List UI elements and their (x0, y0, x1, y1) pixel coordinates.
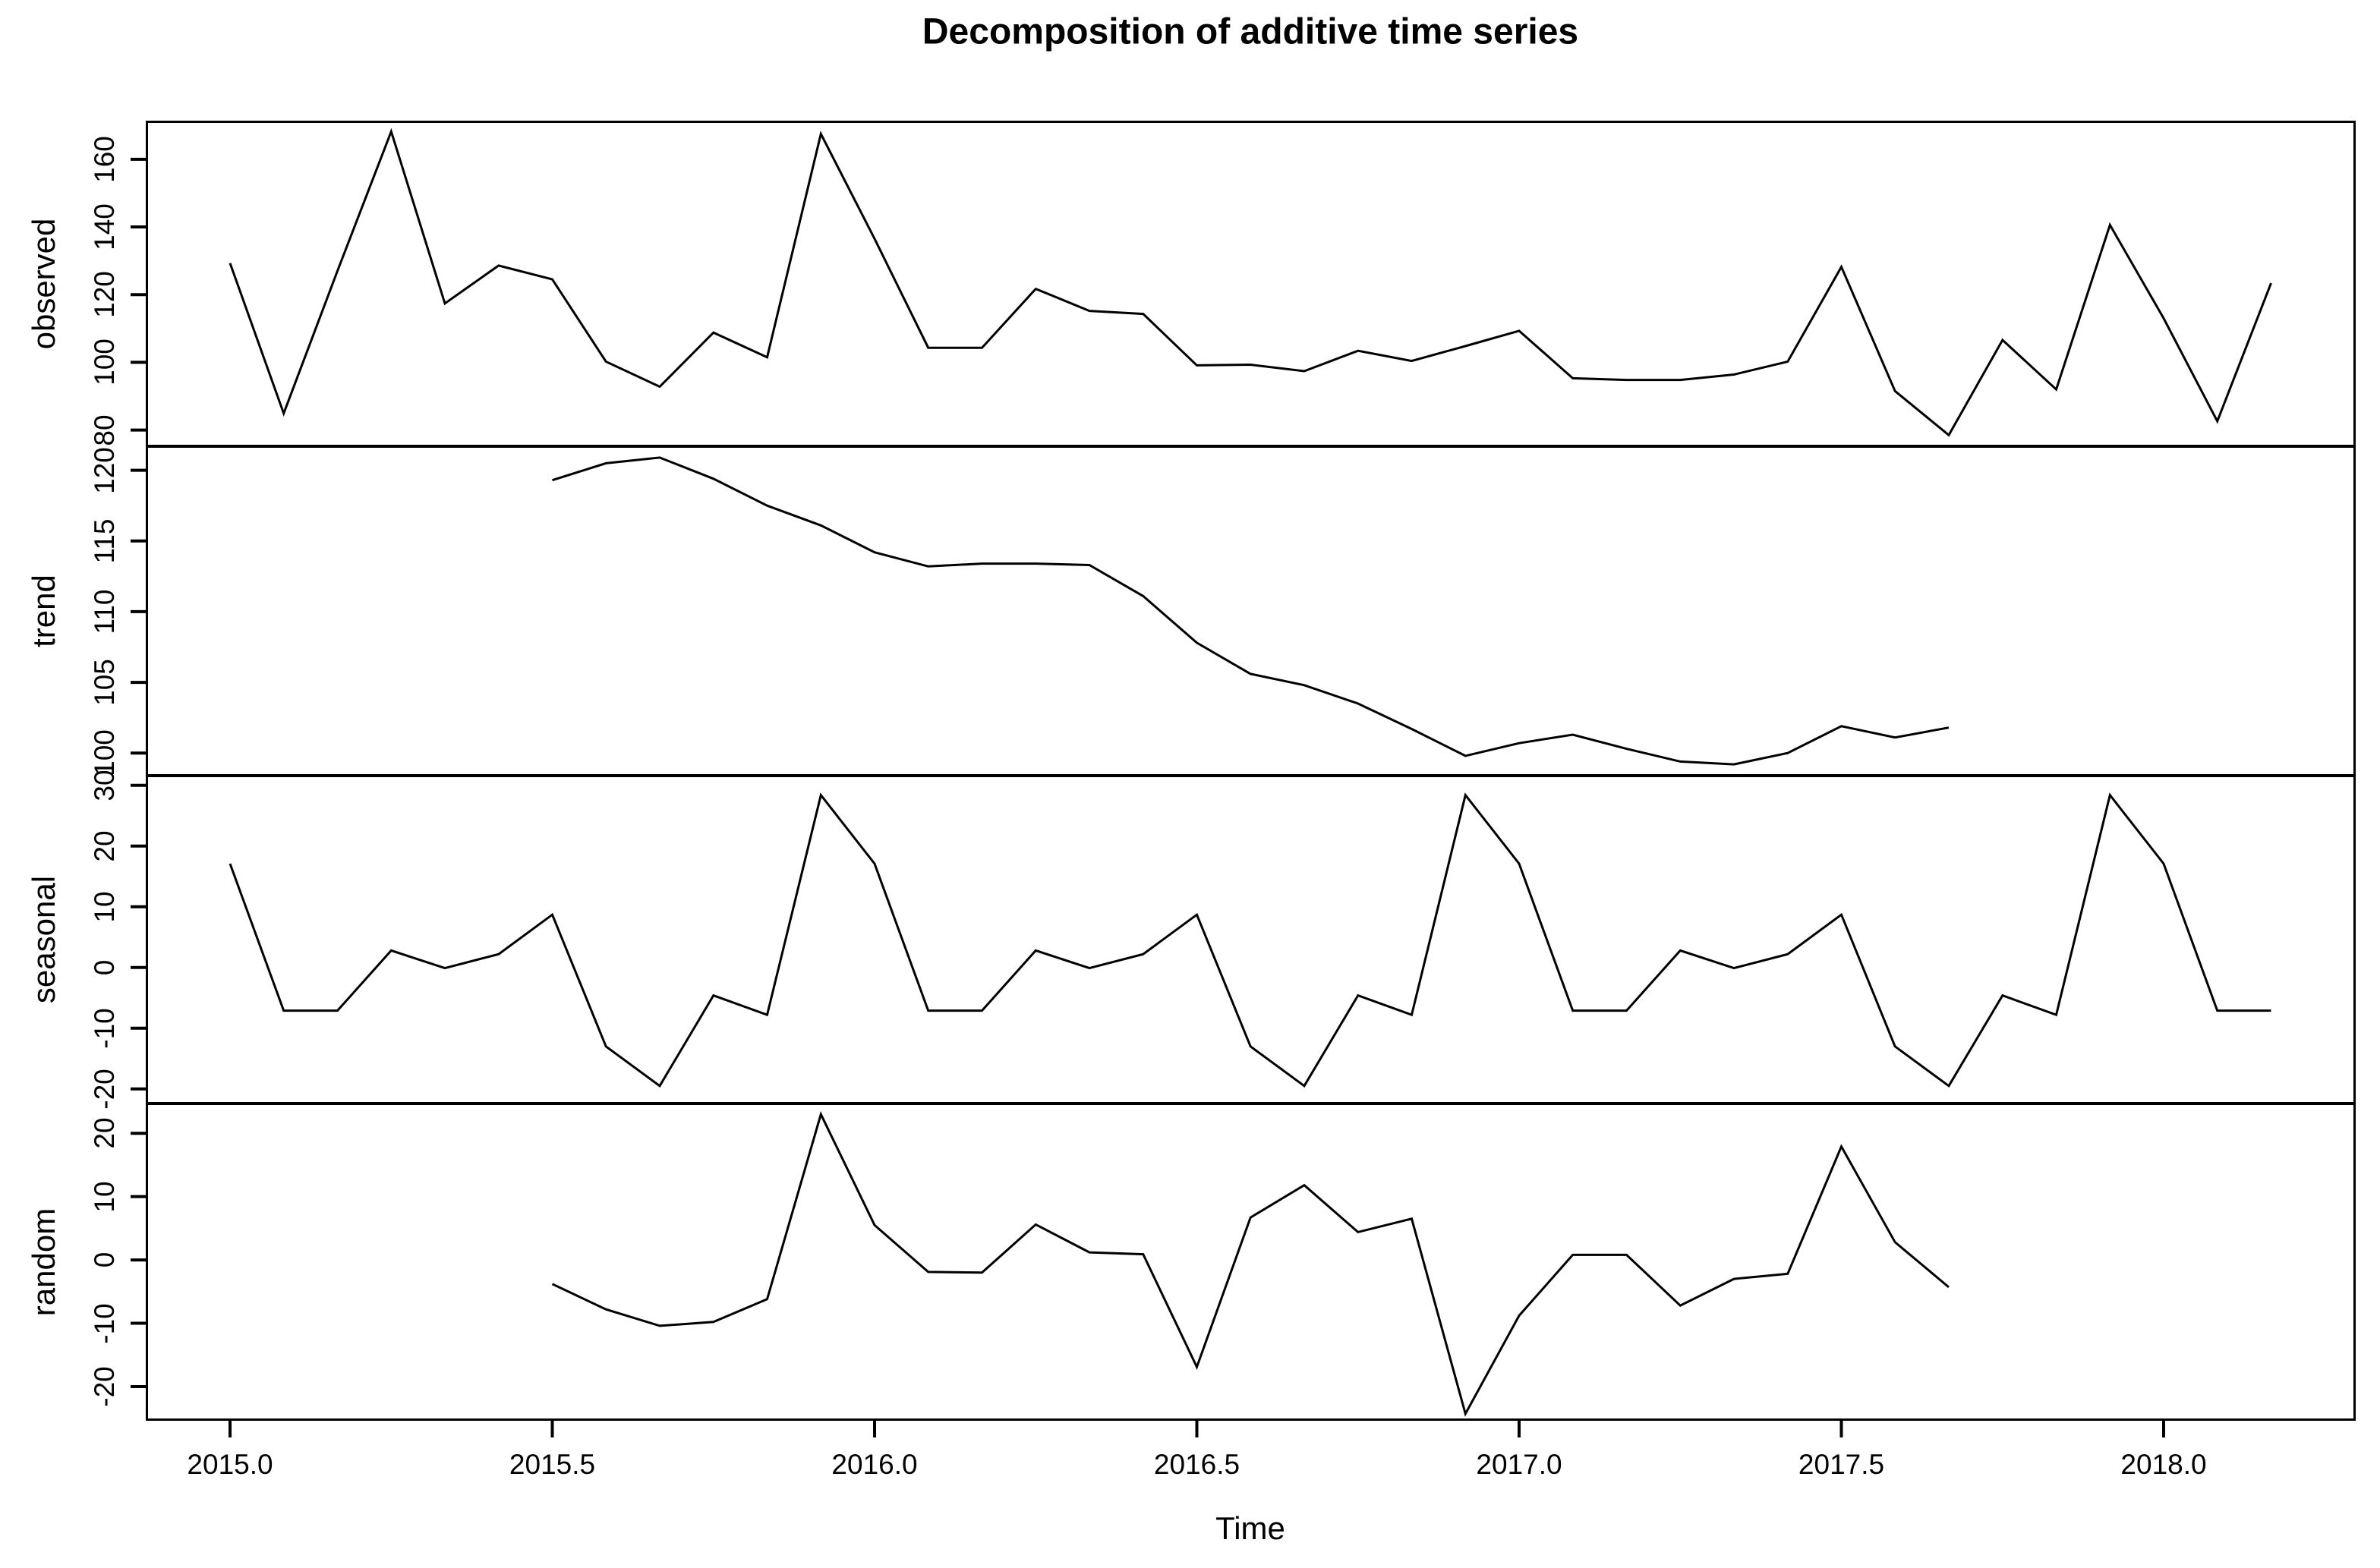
ylabel-random: random (26, 1207, 61, 1317)
y-tick-label-observed: 80 (89, 414, 120, 446)
x-tick-label: 2015.5 (509, 1449, 596, 1480)
y-tick-label-random: 10 (89, 1181, 120, 1213)
y-tick-label-trend: 120 (89, 446, 120, 494)
series-line-observed (229, 128, 2272, 437)
ylabel-observed: observed (26, 218, 61, 349)
y-tick-label-seasonal: -20 (89, 1069, 120, 1110)
series-line-random (551, 1111, 1950, 1417)
panel-divider-1 (146, 445, 2356, 448)
y-tick-label-trend: 105 (89, 659, 120, 706)
x-tick-label: 2018.0 (2120, 1449, 2207, 1480)
y-tick-label-trend: 110 (89, 589, 120, 634)
panel-divider-3 (146, 1102, 2356, 1105)
y-tick-label-seasonal: 30 (89, 770, 120, 801)
y-tick-label-random: -10 (89, 1302, 120, 1344)
y-tick-label-observed: 120 (89, 271, 120, 319)
y-tick-label-random: 0 (89, 1252, 120, 1268)
x-tick-label: 2017.5 (1798, 1449, 1885, 1480)
y-tick-label-seasonal: 0 (89, 959, 120, 976)
x-tick-label: 2017.0 (1476, 1449, 1562, 1480)
y-tick-label-seasonal: -10 (89, 1008, 120, 1049)
x-axis-title: Time (1215, 1510, 1285, 1546)
x-tick-label: 2016.5 (1153, 1449, 1240, 1480)
panel-divider-2 (146, 774, 2356, 777)
y-tick-label-random: -20 (89, 1366, 120, 1407)
y-tick-label-observed: 140 (89, 203, 120, 250)
series-line-seasonal (229, 792, 2271, 1088)
y-tick-label-random: 20 (89, 1117, 120, 1149)
y-tick-label-observed: 160 (89, 135, 120, 183)
ylabel-seasonal: seasonal (26, 875, 61, 1004)
series-line-trend (552, 456, 1950, 766)
y-tick-label-trend: 115 (89, 518, 120, 564)
y-tick-label-seasonal: 20 (89, 830, 120, 862)
chart-title: Decomposition of additive time series (922, 11, 1579, 52)
plot-border (146, 121, 2356, 1421)
y-tick-label-seasonal: 10 (89, 891, 120, 923)
x-tick-label: 2015.0 (187, 1449, 273, 1480)
ylabel-trend: trend (26, 575, 61, 647)
y-tick-label-observed: 100 (89, 338, 120, 386)
x-tick-label: 2016.0 (831, 1449, 918, 1480)
